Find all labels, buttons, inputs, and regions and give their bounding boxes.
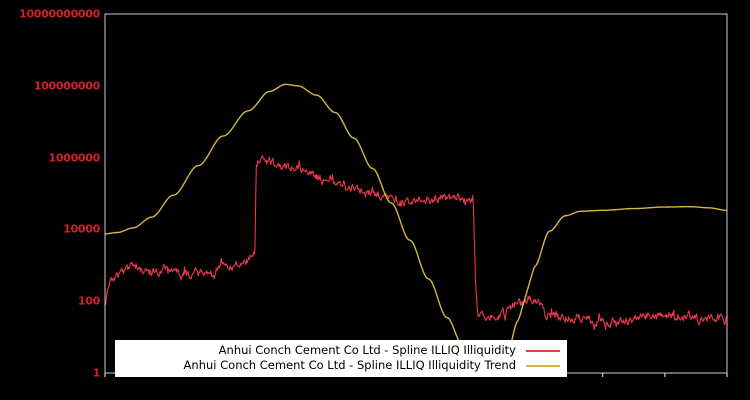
series-line [105, 83, 727, 373]
y-axis-tick-label: 10000000000 [19, 7, 100, 21]
y-axis-tick-label: 1000000 [48, 151, 101, 165]
legend-item[interactable]: Anhui Conch Cement Co Ltd - Spline ILLIQ… [122, 343, 560, 358]
legend-item-label: Anhui Conch Cement Co Ltd - Spline ILLIQ… [218, 343, 516, 357]
series-line [105, 155, 727, 331]
y-axis-tick-label: 100 [77, 294, 100, 308]
legend-color-swatch [526, 364, 560, 367]
legend-color-swatch [526, 349, 560, 352]
y-axis-tick-label: 10000 [63, 222, 100, 236]
chart-legend: Anhui Conch Cement Co Ltd - Spline ILLIQ… [115, 340, 567, 377]
legend-item-label: Anhui Conch Cement Co Ltd - Spline ILLIQ… [183, 358, 516, 372]
plot-background [105, 14, 727, 373]
legend-item[interactable]: Anhui Conch Cement Co Ltd - Spline ILLIQ… [122, 358, 560, 373]
series-layer [105, 83, 727, 373]
y-axis-tick-label: 100000000 [33, 79, 100, 93]
y-axis-tick-label: 1 [92, 366, 101, 380]
